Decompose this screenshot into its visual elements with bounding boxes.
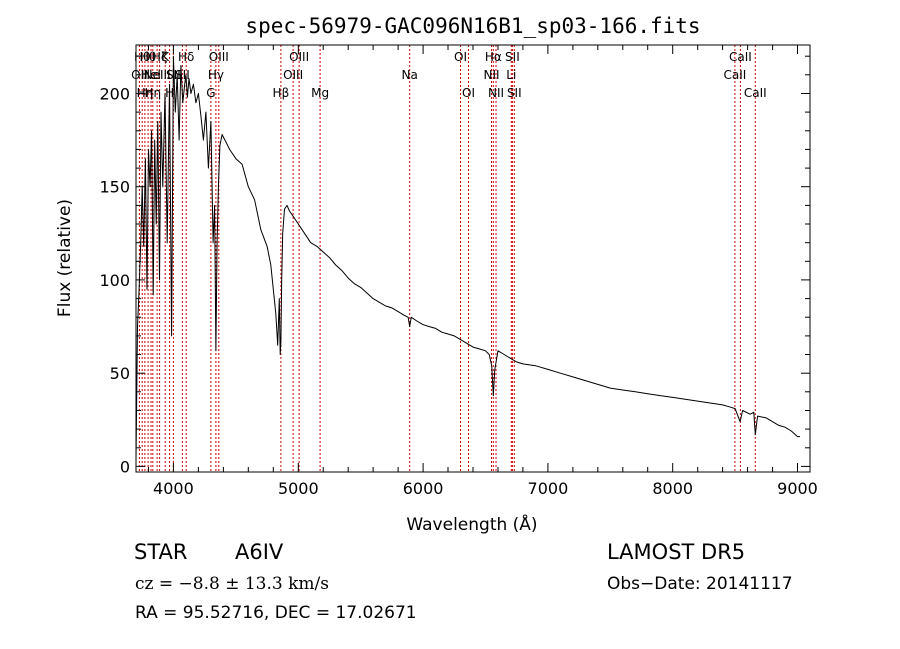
coordinates-line: RA = 95.52716, DEC = 17.02671 (135, 603, 417, 623)
chart-title: spec-56979-GAC096N16B1_sp03-166.fits (245, 14, 700, 38)
line-label: CaII (744, 86, 767, 100)
x-tick-label: 7000 (528, 479, 569, 498)
x-tick-label: 9000 (777, 479, 818, 498)
line-label: OI (462, 86, 475, 100)
line-label: Hγ (208, 68, 224, 82)
y-tick-label: 100 (99, 271, 130, 290)
x-tick-label: 5000 (278, 479, 319, 498)
line-label: SII (175, 68, 190, 82)
line-label: Li (506, 68, 516, 82)
line-label: Hδ (178, 50, 194, 64)
y-tick-label: 50 (110, 364, 130, 383)
y-tick-label: 200 (99, 85, 130, 104)
line-label: Hθ (140, 50, 156, 64)
x-tick-label: 6000 (403, 479, 444, 498)
line-label: Hη (137, 86, 154, 100)
line-label: NeIII (144, 68, 171, 82)
spectral-line-markers (138, 45, 756, 472)
y-axis-label: Flux (relative) (55, 199, 75, 317)
x-tick-label: 8000 (652, 479, 693, 498)
line-labels: OIIHθHηHθHeIHηNeIIIHζKHSIISIIHδGHγOIIIHβ… (131, 50, 767, 100)
line-label: Hζ (152, 50, 168, 64)
obs-date: Obs−Date: 20141117 (607, 574, 793, 594)
spectrum-line (135, 55, 800, 461)
line-label: Mg (311, 86, 329, 100)
line-label: SII (507, 86, 522, 100)
y-tick-label: 0 (120, 457, 130, 476)
line-label: OIII (283, 68, 303, 82)
line-label: SII (505, 50, 520, 64)
line-label: SII (166, 68, 181, 82)
line-label: K (161, 50, 170, 64)
spectrum-series (135, 55, 800, 461)
object-type: STAR (134, 540, 188, 564)
spectral-class: A6IV (235, 540, 284, 564)
line-label: OI (454, 50, 467, 64)
y-tick-label: 150 (99, 178, 130, 197)
line-label: Hα (485, 50, 502, 64)
redshift-line: cz = −8.8 ± 13.3 km/s (135, 574, 329, 594)
line-label: OII (131, 68, 148, 82)
line-label: NII (488, 86, 504, 100)
line-label: Hη (144, 86, 161, 100)
axes: 4000 5000 6000 7000 8000 9000 0 50 100 150 200 (99, 44, 818, 498)
line-label: NII (483, 68, 499, 82)
survey-label: LAMOST DR5 (607, 540, 746, 564)
line-label: Hβ (273, 86, 290, 100)
line-label: OIII (209, 50, 229, 64)
line-label: OIII (289, 50, 309, 64)
line-label: CaII (723, 68, 746, 82)
line-label: CaII (729, 50, 752, 64)
line-label: H (165, 86, 174, 100)
x-axis-label: Wavelength (Å) (406, 513, 537, 535)
x-tick-label: 4000 (153, 479, 194, 498)
line-label: G (206, 86, 215, 100)
line-label: Hθ (134, 50, 150, 64)
line-label: Na (402, 68, 418, 82)
line-label: HeI (141, 68, 161, 82)
